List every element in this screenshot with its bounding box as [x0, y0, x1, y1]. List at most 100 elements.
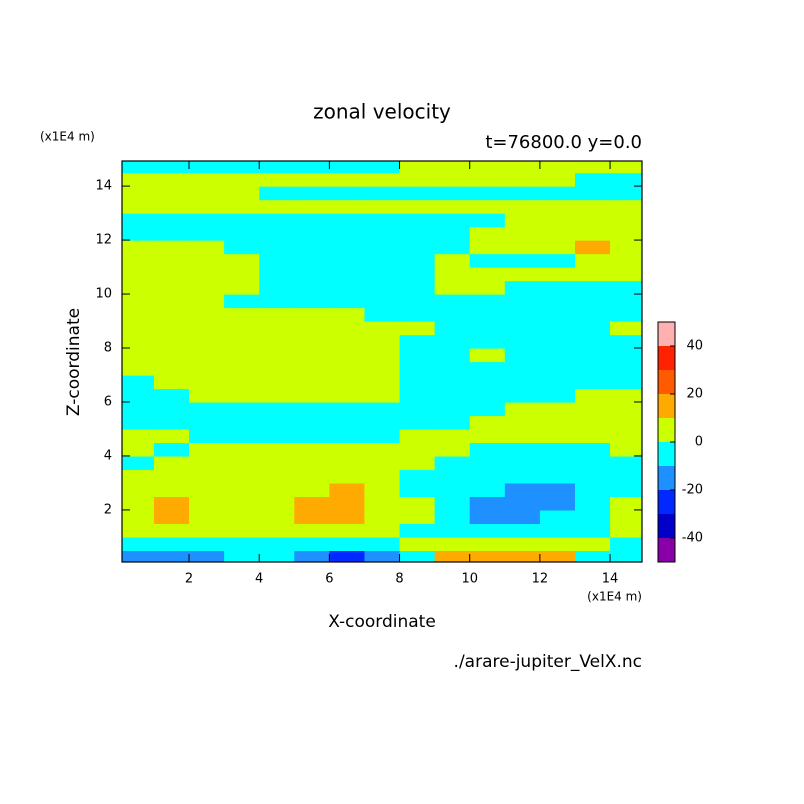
contour-cell	[294, 186, 330, 201]
contour-cell	[122, 321, 155, 336]
contour-cell	[574, 280, 611, 295]
contour-cell	[610, 161, 642, 174]
contour-cell	[434, 334, 471, 349]
contour-cell	[189, 523, 225, 538]
colorbar-segment	[658, 490, 675, 514]
contour-cell	[122, 415, 155, 430]
contour-cell	[504, 240, 541, 255]
contour-cell	[469, 401, 506, 417]
contour-cell	[610, 280, 642, 295]
contour-cell	[504, 388, 541, 403]
contour-cell	[539, 186, 576, 201]
contour-cell	[364, 294, 401, 309]
contour-cell	[224, 253, 260, 268]
contour-cell	[434, 267, 471, 282]
contour-cell	[364, 307, 401, 322]
contour-cell	[294, 374, 330, 390]
contour-cell	[610, 321, 642, 336]
contour-cell	[574, 536, 611, 551]
contour-cell	[504, 455, 541, 471]
colorbar-tick-label: -40	[682, 531, 703, 546]
contour-cell	[434, 536, 471, 551]
contour-cell	[294, 536, 330, 551]
contour-cell	[574, 172, 611, 187]
contour-cell	[224, 240, 260, 255]
contour-cell	[434, 509, 471, 525]
contour-cell	[469, 469, 506, 484]
contour-cell	[504, 186, 541, 201]
contour-cell	[259, 374, 295, 390]
contour-cell	[504, 401, 541, 417]
contour-cell	[469, 321, 506, 336]
contour-cell	[539, 321, 576, 336]
contour-cell	[329, 226, 366, 241]
contour-cell	[259, 267, 295, 282]
contour-cell	[259, 348, 295, 363]
contour-cell	[224, 161, 260, 174]
contour-cell	[434, 199, 471, 214]
contour-cell	[259, 172, 295, 187]
contour-cell	[610, 226, 642, 241]
contour-cell	[504, 172, 541, 187]
contour-cell	[610, 550, 642, 562]
contour-cell	[504, 161, 541, 174]
contour-cell	[224, 509, 260, 525]
contour-cell	[399, 550, 436, 562]
contour-cell	[329, 280, 366, 295]
contour-cell	[122, 374, 155, 390]
colorbar-segment	[658, 418, 675, 442]
contour-cell	[329, 469, 366, 484]
y-tick-label: 10	[95, 287, 112, 302]
contour-cell	[504, 442, 541, 457]
contour-cell	[189, 442, 225, 457]
contour-cell	[364, 536, 401, 551]
contour-cell	[189, 455, 225, 471]
contour-cell	[224, 374, 260, 390]
contour-cell	[399, 321, 436, 336]
contour-cell	[504, 374, 541, 390]
contour-cell	[574, 294, 611, 309]
contour-cell	[399, 496, 436, 511]
contour-cell	[399, 161, 436, 174]
contour-cell	[539, 172, 576, 187]
y-tick-label: 8	[104, 341, 112, 356]
contour-cell	[539, 334, 576, 349]
contour-cell	[224, 294, 260, 309]
contour-cell	[539, 496, 576, 511]
contour-cell	[610, 294, 642, 309]
contour-cell	[469, 267, 506, 282]
contour-cell	[610, 348, 642, 363]
contour-cell	[434, 496, 471, 511]
contour-cell	[364, 199, 401, 214]
contour-cell	[539, 536, 576, 551]
contour-cell	[469, 536, 506, 551]
contour-cell	[434, 361, 471, 376]
contour-cell	[259, 536, 295, 551]
contour-cell	[329, 334, 366, 349]
contour-cell	[434, 415, 471, 430]
contour-cell	[469, 199, 506, 214]
contour-cell	[294, 161, 330, 174]
contour-cell	[294, 253, 330, 268]
contour-cell	[189, 213, 225, 228]
contour-cell	[153, 172, 190, 187]
contour-cell	[122, 161, 155, 174]
contour-cell	[610, 307, 642, 322]
contour-cell	[469, 334, 506, 349]
contour-cell	[469, 213, 506, 228]
colorbar-segment	[658, 394, 675, 418]
contour-cell	[399, 348, 436, 363]
contour-cell	[189, 280, 225, 295]
contour-cell	[224, 307, 260, 322]
contour-cell	[364, 213, 401, 228]
contour-cell	[434, 388, 471, 403]
contour-cell	[399, 307, 436, 322]
contour-cell	[364, 374, 401, 390]
contour-cell	[259, 334, 295, 349]
contour-cell	[574, 374, 611, 390]
contour-cell	[153, 213, 190, 228]
contour-cell	[189, 186, 225, 201]
contour-cell	[224, 496, 260, 511]
contour-cell	[434, 161, 471, 174]
